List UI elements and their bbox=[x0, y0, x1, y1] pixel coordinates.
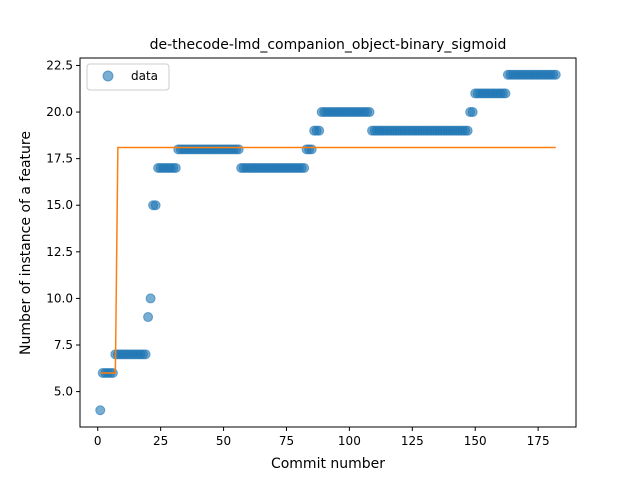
data-point bbox=[462, 125, 473, 136]
x-tick-label: 175 bbox=[527, 434, 550, 448]
x-tick-label: 75 bbox=[279, 434, 294, 448]
chart-title: de-thecode-lmd_companion_object-binary_s… bbox=[150, 37, 507, 53]
data-point bbox=[306, 144, 317, 155]
y-tick-label: 20.0 bbox=[46, 105, 73, 119]
x-axis-label: Commit number bbox=[271, 456, 385, 472]
x-axis: 0 25 50 75 100 125 150 175 bbox=[94, 427, 550, 448]
fit-line bbox=[100, 146, 556, 374]
legend-frame bbox=[86, 63, 170, 91]
y-tick-label: 7.5 bbox=[54, 338, 73, 352]
data-point bbox=[143, 312, 154, 323]
x-tick-label: 25 bbox=[153, 434, 168, 448]
data-point bbox=[364, 107, 375, 118]
x-tick-label: 150 bbox=[464, 434, 487, 448]
y-tick-label: 5.0 bbox=[54, 385, 73, 399]
x-tick-label: 125 bbox=[401, 434, 424, 448]
data-point bbox=[299, 162, 310, 173]
y-tick-label: 15.0 bbox=[46, 198, 73, 212]
data-point bbox=[170, 162, 181, 173]
data-point bbox=[550, 69, 561, 80]
y-tick-label: 12.5 bbox=[46, 245, 73, 259]
y-axis: 5.0 7.5 10.0 12.5 15.0 17.5 20.0 22.5 bbox=[46, 58, 80, 399]
x-tick-label: 50 bbox=[216, 434, 231, 448]
y-tick-label: 17.5 bbox=[46, 152, 73, 166]
data-point bbox=[500, 88, 511, 99]
x-tick-label: 100 bbox=[338, 434, 361, 448]
data-point bbox=[95, 405, 106, 416]
data-point bbox=[140, 349, 151, 360]
data-point bbox=[314, 125, 325, 136]
legend: data bbox=[86, 63, 170, 91]
legend-marker-data bbox=[102, 70, 114, 82]
y-tick-label: 22.5 bbox=[46, 58, 73, 72]
legend-label-data: data bbox=[131, 69, 158, 83]
axes-frame bbox=[79, 57, 577, 428]
data-point bbox=[145, 293, 156, 304]
data-point bbox=[467, 107, 478, 118]
y-axis-label: Number of instance of a feature bbox=[18, 131, 34, 355]
data-point bbox=[150, 200, 161, 211]
plot-area bbox=[79, 57, 577, 428]
y-tick-label: 10.0 bbox=[46, 291, 73, 305]
x-tick-label: 0 bbox=[94, 434, 102, 448]
data-point bbox=[233, 144, 244, 155]
